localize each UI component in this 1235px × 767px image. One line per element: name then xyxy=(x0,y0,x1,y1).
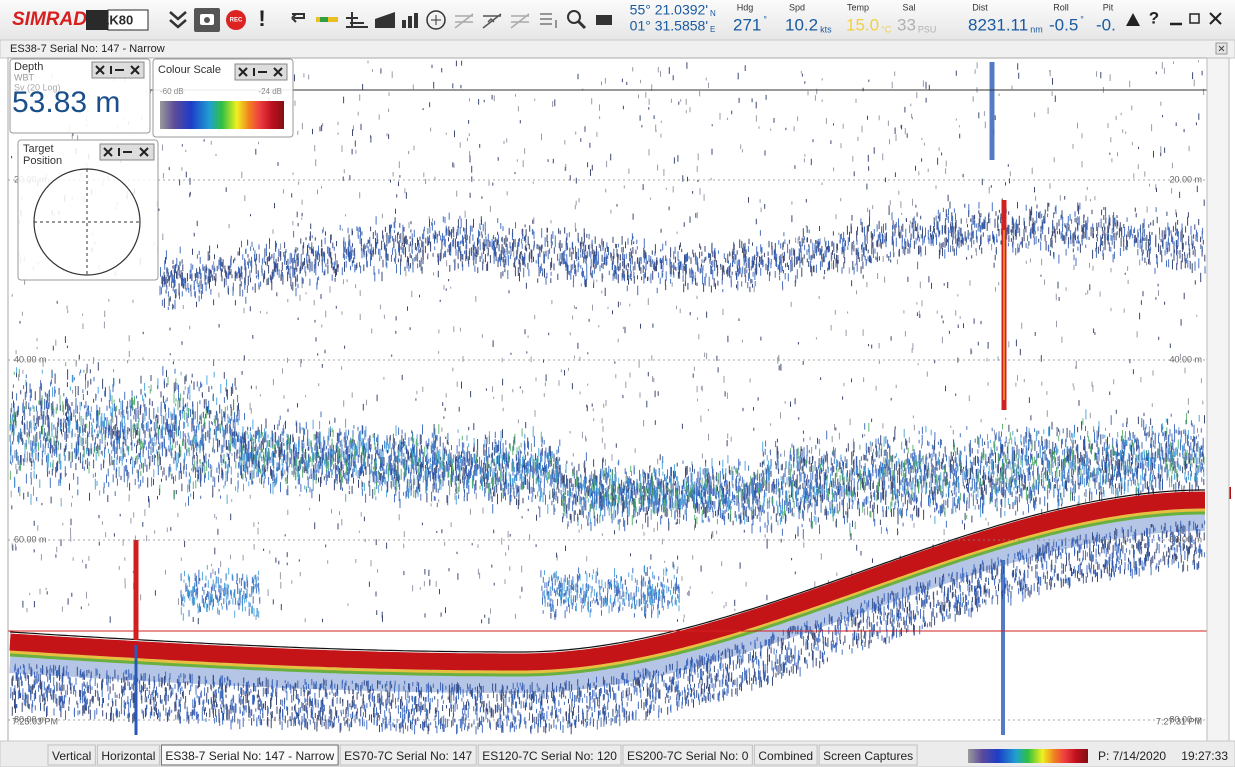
tab-label[interactable]: ES120-7C Serial No: 120 xyxy=(482,749,617,763)
icon xyxy=(320,17,328,22)
help-icon[interactable]: ? xyxy=(1149,8,1159,27)
status-colour-bar xyxy=(968,749,1088,763)
tab-label[interactable]: ES200-7C Serial No: 0 xyxy=(627,749,749,763)
nav-value: 8231.11 xyxy=(968,15,1028,34)
colour-scale-panel: Colour Scale -60 dB -24 dB xyxy=(153,59,293,137)
tab-label[interactable]: Screen Captures xyxy=(823,749,913,763)
depth-label: 60.00 m xyxy=(14,534,47,544)
nav-label: Temp xyxy=(847,2,869,12)
product: EK80 xyxy=(101,12,134,27)
nav-unit: ° xyxy=(763,14,767,24)
camera-icon xyxy=(204,17,210,23)
tabs: Vertical Horizontal ES38-7 Serial No: 147 … xyxy=(48,745,917,765)
nav-value: 33 xyxy=(897,15,916,34)
tab-label[interactable]: Horizontal xyxy=(101,749,155,763)
alert-icon[interactable]: ! xyxy=(258,6,265,31)
brand: SIMRAD xyxy=(12,9,87,30)
panel-title: Position xyxy=(23,155,62,167)
nav-value: 15.0 xyxy=(846,15,879,34)
nav-unit: ° xyxy=(1080,14,1084,24)
depth-value: 53.83 m xyxy=(12,86,120,119)
tab-label[interactable]: Vertical xyxy=(52,749,91,763)
nav-label: Sal xyxy=(902,2,915,12)
panel-title: Target xyxy=(23,143,54,155)
ping-date: P: 7/14/2020 xyxy=(1098,749,1166,763)
depth-label: 20.00 m xyxy=(1169,174,1202,184)
app-window: SIMRAD EK80 REC ! 55° 21.0392' N 01° 31.… xyxy=(0,0,1235,767)
depth-label: 60.00 m xyxy=(1169,534,1202,544)
latitude: 55° 21.0392' xyxy=(630,2,708,18)
nav-value: 10.2 xyxy=(785,15,818,34)
start-time: 7:25:03 PM xyxy=(12,716,58,726)
panel-title: Depth xyxy=(14,61,43,73)
scale-max: -24 dB xyxy=(258,87,282,96)
clock: 19:27:33 xyxy=(1181,749,1228,763)
colour-bar xyxy=(160,101,284,129)
nav-value: -0.5 xyxy=(1049,15,1078,34)
lon-hemisphere: E xyxy=(710,25,715,34)
nav-value: 271 xyxy=(733,15,761,34)
depth-label: 40.00 m xyxy=(1169,354,1202,364)
nav-unit: PSU xyxy=(918,24,937,34)
nav-label: Pit xyxy=(1103,2,1114,12)
depth-label: 40.00 m xyxy=(14,354,47,364)
nav-unit: nm xyxy=(1030,24,1043,34)
nav-unit: °C xyxy=(881,24,892,34)
rec-label: REC xyxy=(230,18,243,24)
nav-label: Roll xyxy=(1053,2,1069,12)
echogram xyxy=(8,58,1207,741)
panel-title: Colour Scale xyxy=(158,64,221,76)
nav-label: Spd xyxy=(789,2,805,12)
depth-panel: Depth WBT Sv (20 Log) 53.83 m xyxy=(10,59,150,133)
scrollbar[interactable] xyxy=(1207,58,1229,741)
nav-unit: kts xyxy=(820,24,832,34)
nav-label: Hdg xyxy=(737,2,754,12)
longitude: 01° 31.5858' xyxy=(630,18,708,34)
lat-hemisphere: N xyxy=(710,9,716,18)
tab-label[interactable]: ES70-7C Serial No: 147 xyxy=(344,749,472,763)
target-position-panel: Target Position xyxy=(18,140,158,280)
end-time: 7:27:31 PM xyxy=(1156,716,1202,726)
tab-label[interactable]: Combined xyxy=(758,749,813,763)
nav-value: -0. xyxy=(1096,15,1116,34)
nav-label: Dist xyxy=(972,2,988,12)
window-title: ES38-7 Serial No: 147 - Narrow xyxy=(10,43,165,55)
icon[interactable] xyxy=(596,15,612,25)
panel-mode: WBT xyxy=(14,72,34,82)
scale-min: -60 dB xyxy=(160,87,184,96)
window-titlebar xyxy=(0,40,1235,58)
tab-label[interactable]: ES38-7 Serial No: 147 - Narrow xyxy=(165,749,334,763)
